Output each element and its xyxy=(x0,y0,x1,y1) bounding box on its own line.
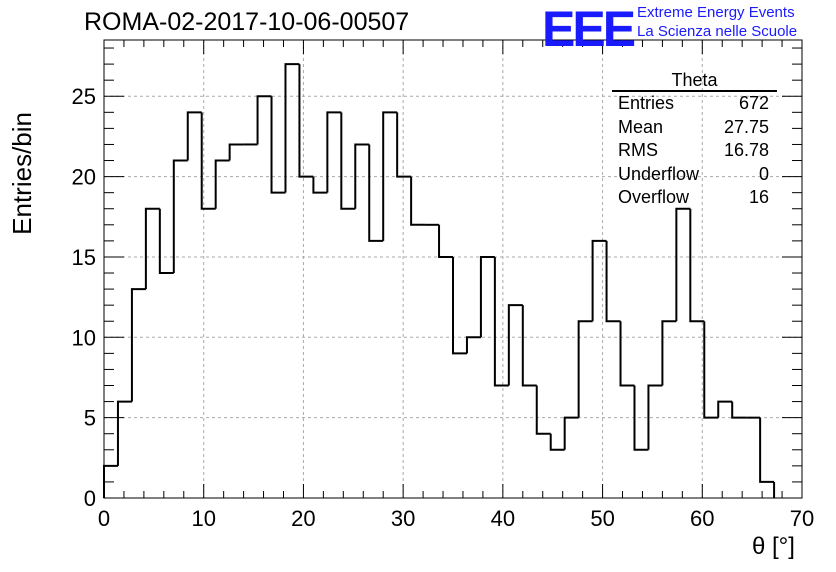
histogram-bin xyxy=(717,400,733,418)
stats-value: 27.75 xyxy=(723,116,769,137)
x-tick-label: 0 xyxy=(98,506,110,531)
histogram-bin xyxy=(228,143,244,161)
histogram-bin xyxy=(130,288,146,402)
histogram-bin xyxy=(354,143,370,209)
stats-row: RMS 16.78 xyxy=(612,139,777,163)
x-tick-label: 20 xyxy=(291,506,315,531)
histogram-bin xyxy=(116,400,132,466)
histogram-bin xyxy=(172,159,188,274)
stats-box: Theta Entries 672 Mean 27.75 RMS 16.78 Unde… xyxy=(612,70,777,210)
histogram-bin xyxy=(158,208,174,275)
stats-title: Theta xyxy=(612,70,777,92)
stats-value: 0 xyxy=(758,163,769,184)
x-tick-label: 40 xyxy=(491,506,515,531)
histogram-bin xyxy=(521,305,537,387)
y-axis-label: Entries/bin xyxy=(7,112,37,235)
histogram-bin xyxy=(689,208,705,323)
y-tick-label: 10 xyxy=(72,325,96,350)
stats-row: Mean 27.75 xyxy=(612,116,777,140)
histogram-bin xyxy=(479,255,495,338)
eee-logo: EEE xyxy=(542,1,636,57)
x-tick-label: 10 xyxy=(191,506,215,531)
histogram-bin xyxy=(284,63,300,193)
y-tick-label: 20 xyxy=(72,165,96,190)
plot-frame xyxy=(103,39,803,499)
histogram-bin xyxy=(382,111,398,241)
histogram-bin xyxy=(507,304,523,386)
stats-label: Underflow xyxy=(618,163,700,184)
histogram-bin xyxy=(144,207,160,290)
stats-row: Entries 672 xyxy=(612,92,777,116)
histogram-bin xyxy=(186,111,202,161)
axis-ticks xyxy=(103,40,803,499)
histogram-bin xyxy=(256,95,272,145)
stats-row: Overflow 16 xyxy=(612,186,777,210)
histogram-bin xyxy=(563,416,579,450)
tick-labels: 0 10 20 30 40 50 60 70 0 5 10 15 20 25 xyxy=(72,84,815,531)
stats-value: 672 xyxy=(738,93,769,113)
histogram-bin xyxy=(647,384,663,450)
logo-line-2: La Scienza nelle Scuole xyxy=(637,23,798,40)
x-tick-label: 70 xyxy=(790,506,814,531)
histogram-bin xyxy=(605,240,621,323)
histogram-bin xyxy=(410,176,426,226)
y-tick-label: 15 xyxy=(72,245,96,270)
histogram-bin xyxy=(591,239,607,322)
stats-label: Overflow xyxy=(618,187,690,207)
histogram-bin xyxy=(549,433,565,451)
histogram-bin xyxy=(298,64,314,178)
histogram-bin xyxy=(270,96,286,194)
histogram-bin xyxy=(214,159,230,209)
histogram-bin xyxy=(731,401,747,419)
histogram-outline xyxy=(103,63,776,498)
y-tick-label: 25 xyxy=(72,84,96,109)
histogram-bin xyxy=(493,256,509,387)
histogram-bin xyxy=(438,224,453,258)
stats-value: 16.78 xyxy=(723,140,769,160)
stats-label: RMS xyxy=(618,140,658,160)
histogram-bin xyxy=(312,176,328,194)
histogram-bin xyxy=(326,111,342,193)
logo-text: Extreme Energy Events La Scienza nelle S… xyxy=(637,3,797,41)
x-axis-label: θ [°] xyxy=(752,533,795,560)
histogram-bin xyxy=(340,112,356,210)
histogram-bin xyxy=(675,207,691,322)
plot-title: ROMA-02-2017-10-06-00507 xyxy=(84,8,410,36)
histogram-bin xyxy=(368,144,384,242)
logo-line-1: Extreme Energy Events xyxy=(637,4,795,21)
histogram-bin xyxy=(661,320,677,386)
y-tick-label: 0 xyxy=(84,486,96,511)
stats-label: Entries xyxy=(618,93,675,113)
histogram-bin xyxy=(396,112,412,178)
histogram-bin xyxy=(465,336,481,354)
histogram-bin xyxy=(535,385,551,435)
x-tick-label: 50 xyxy=(590,506,614,531)
stats-row: Underflow 0 xyxy=(612,163,777,187)
histogram-bin xyxy=(577,320,593,418)
stats-label: Mean xyxy=(618,116,664,137)
histogram-bin xyxy=(759,417,775,483)
stats-value: 16 xyxy=(748,187,769,207)
histogram-bin xyxy=(703,321,719,419)
x-tick-label: 30 xyxy=(391,506,415,531)
y-tick-label: 5 xyxy=(84,406,96,431)
histogram-bin xyxy=(200,112,216,210)
histogram-bin xyxy=(619,321,635,387)
histogram-bin xyxy=(452,256,467,355)
histogram-bin xyxy=(633,385,649,451)
x-tick-label: 60 xyxy=(690,506,714,531)
